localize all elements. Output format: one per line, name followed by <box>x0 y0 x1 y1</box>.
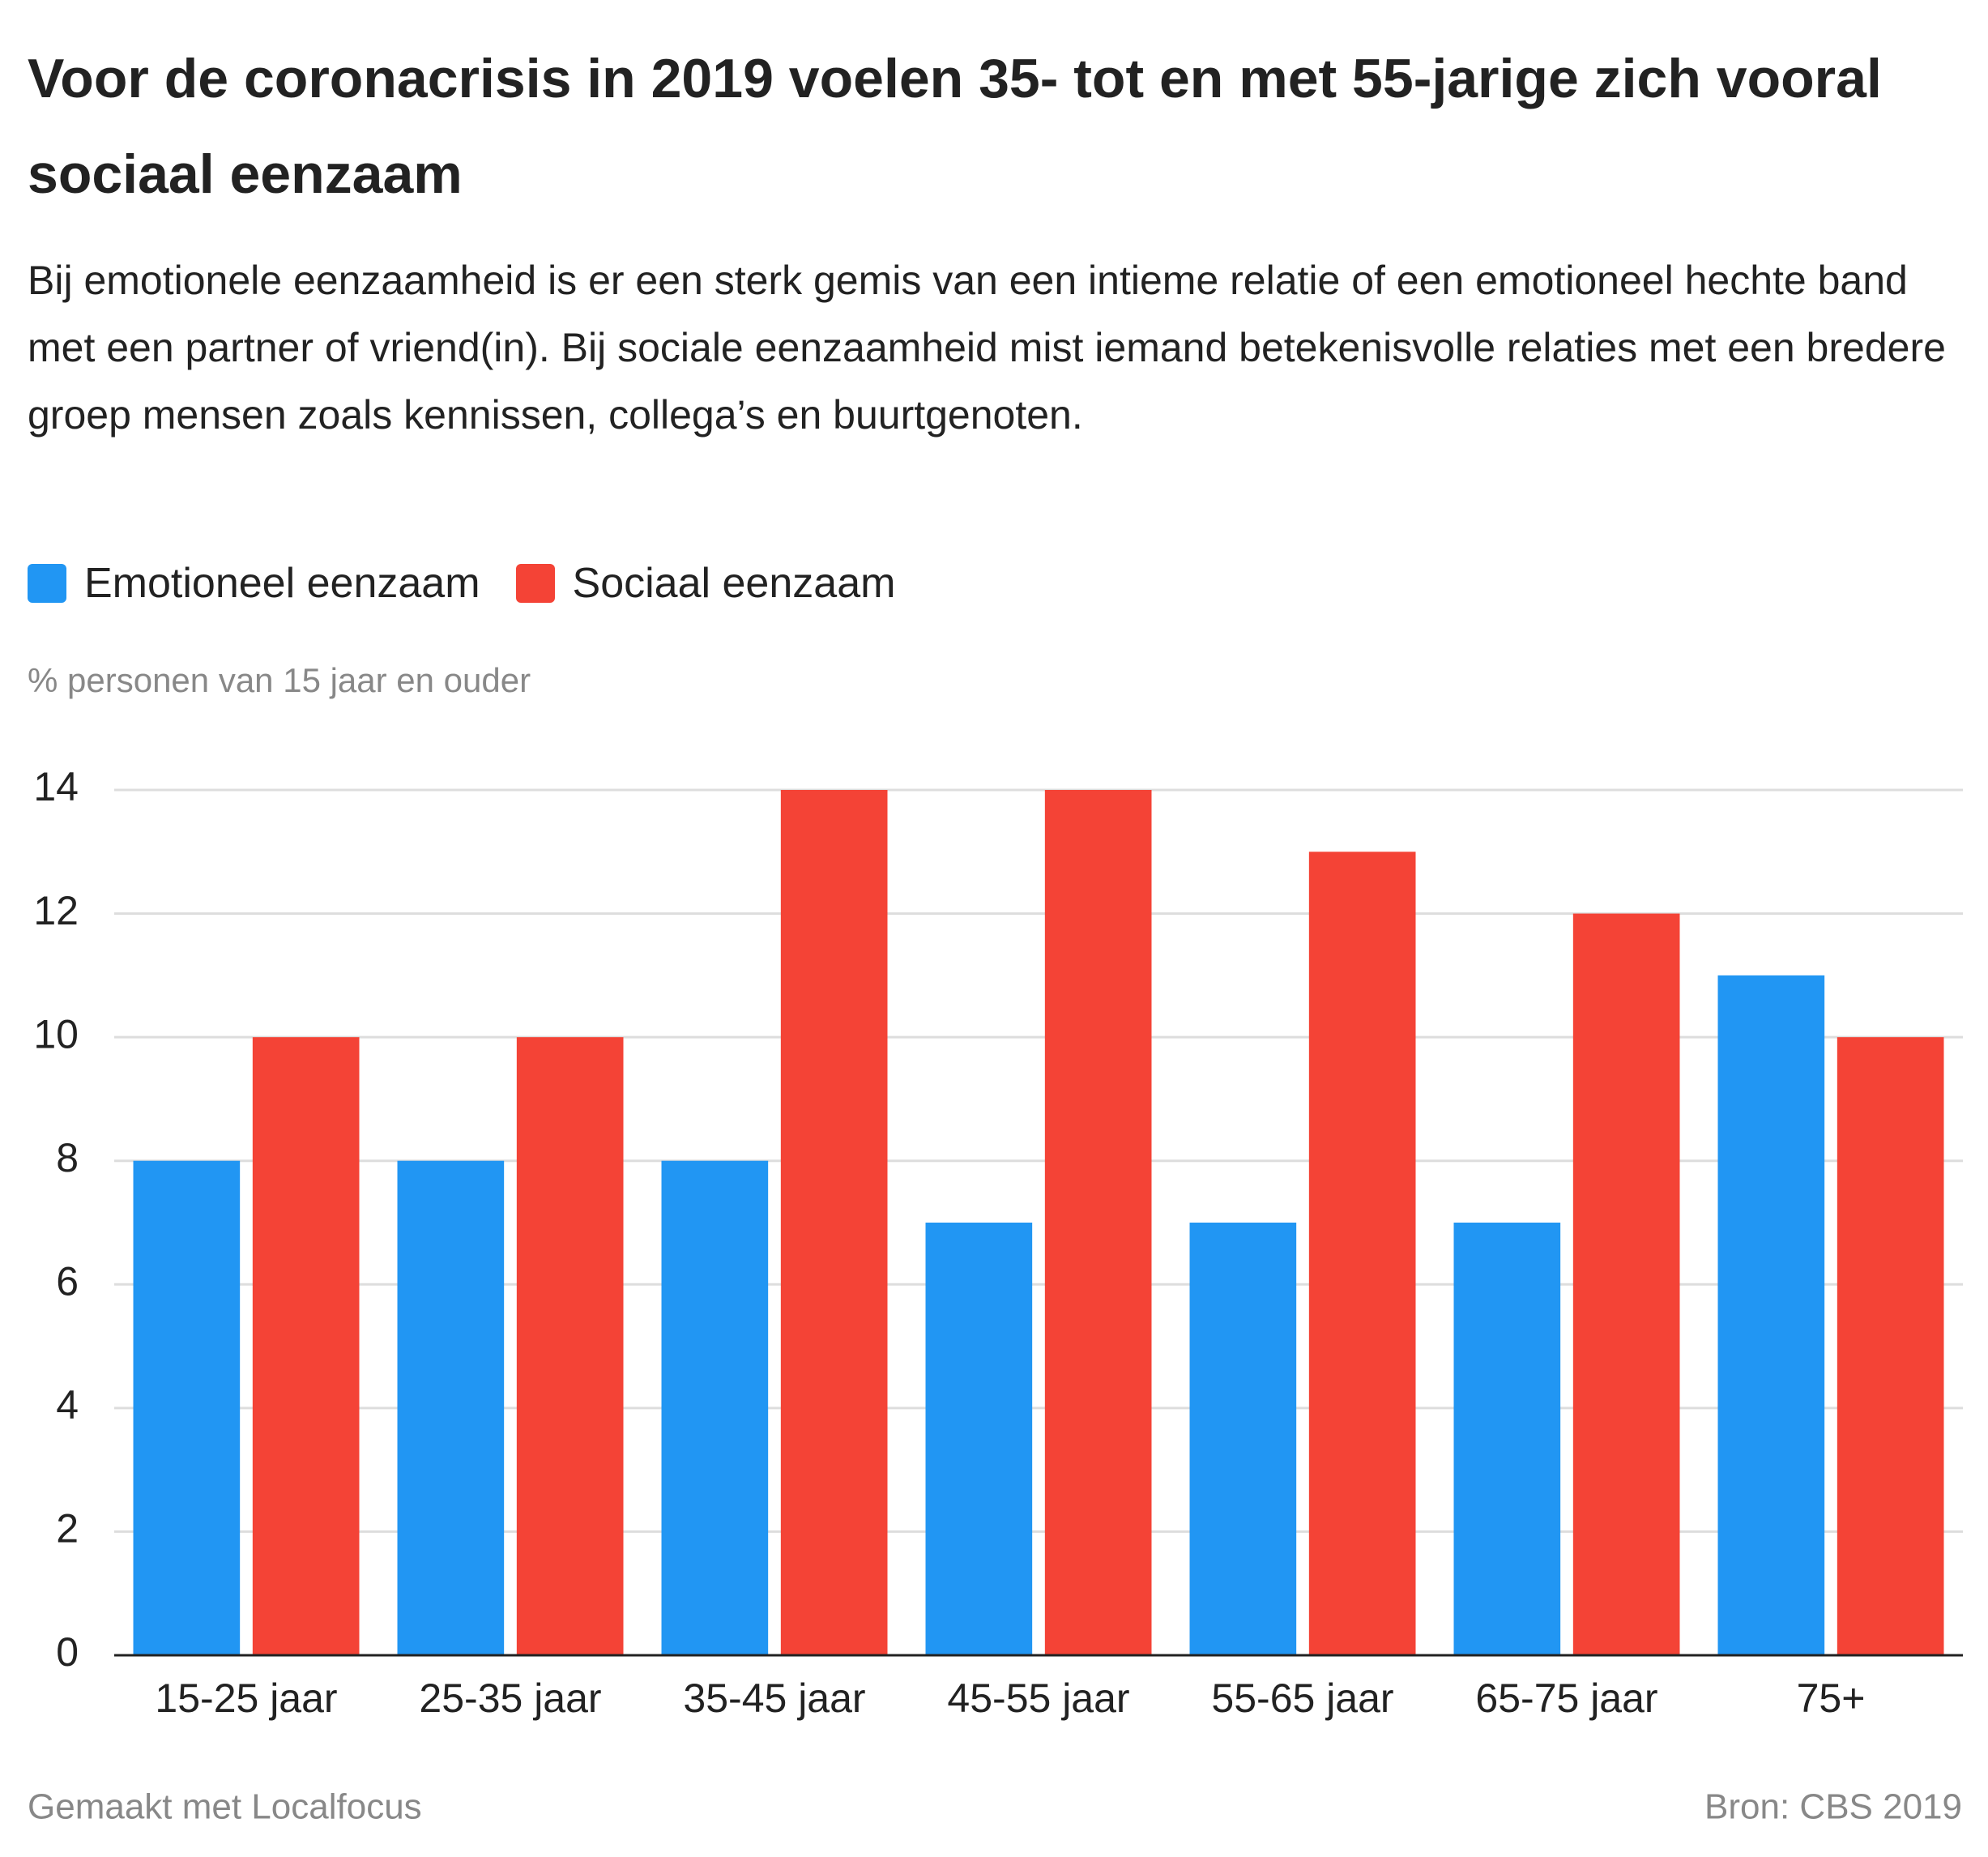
y-tick-label: 0 <box>56 1629 79 1675</box>
y-tick-label: 2 <box>56 1506 79 1552</box>
bar <box>925 1223 1033 1655</box>
x-tick-label: 25-35 jaar <box>419 1676 601 1721</box>
y-tick-label: 10 <box>33 1011 79 1057</box>
bar <box>1837 1037 1944 1655</box>
x-tick-label: 55-65 jaar <box>1211 1676 1393 1721</box>
bar <box>1572 913 1680 1655</box>
x-tick-label: 35-45 jaar <box>683 1676 865 1721</box>
chart-title: Voor de coronacrisis in 2019 voelen 35- … <box>28 48 1882 205</box>
legend: Emotioneel eenzaam Sociaal eenzaam <box>28 559 895 608</box>
bar <box>1189 1223 1297 1655</box>
y-tick-label: 8 <box>56 1135 79 1180</box>
x-tick-label: 15-25 jaar <box>155 1676 337 1721</box>
y-tick-label: 14 <box>33 764 79 809</box>
x-tick-label: 75+ <box>1797 1676 1866 1721</box>
bar <box>1044 790 1152 1655</box>
y-tick-label: 4 <box>56 1382 79 1428</box>
bar <box>516 1037 624 1655</box>
bar <box>1453 1223 1561 1655</box>
legend-label: Sociaal eenzaam <box>572 560 896 607</box>
bar <box>1308 852 1416 1655</box>
bar <box>780 790 888 1655</box>
legend-swatch <box>28 564 66 603</box>
y-axis-label: % personen van 15 jaar en ouder <box>28 661 531 699</box>
bar <box>661 1160 769 1655</box>
credit: Gemaakt met Localfocus <box>28 1787 422 1827</box>
legend-swatch <box>515 564 555 603</box>
y-tick-label: 12 <box>33 888 79 933</box>
legend-label: Emotioneel eenzaam <box>84 560 480 607</box>
bar <box>397 1160 505 1655</box>
bar <box>1717 975 1825 1655</box>
y-tick-label: 6 <box>56 1258 79 1304</box>
bar <box>133 1160 241 1655</box>
x-tick-label: 45-55 jaar <box>947 1676 1129 1721</box>
chart-subtitle: Bij emotionele eenzaamheid is er een ste… <box>28 258 1946 438</box>
x-tick-label: 65-75 jaar <box>1475 1676 1657 1721</box>
bar <box>252 1037 360 1655</box>
legend-item: Emotioneel eenzaam <box>28 559 480 608</box>
legend-item: Sociaal eenzaam <box>515 559 896 608</box>
source: Bron: CBS 2019 <box>1704 1787 1962 1827</box>
